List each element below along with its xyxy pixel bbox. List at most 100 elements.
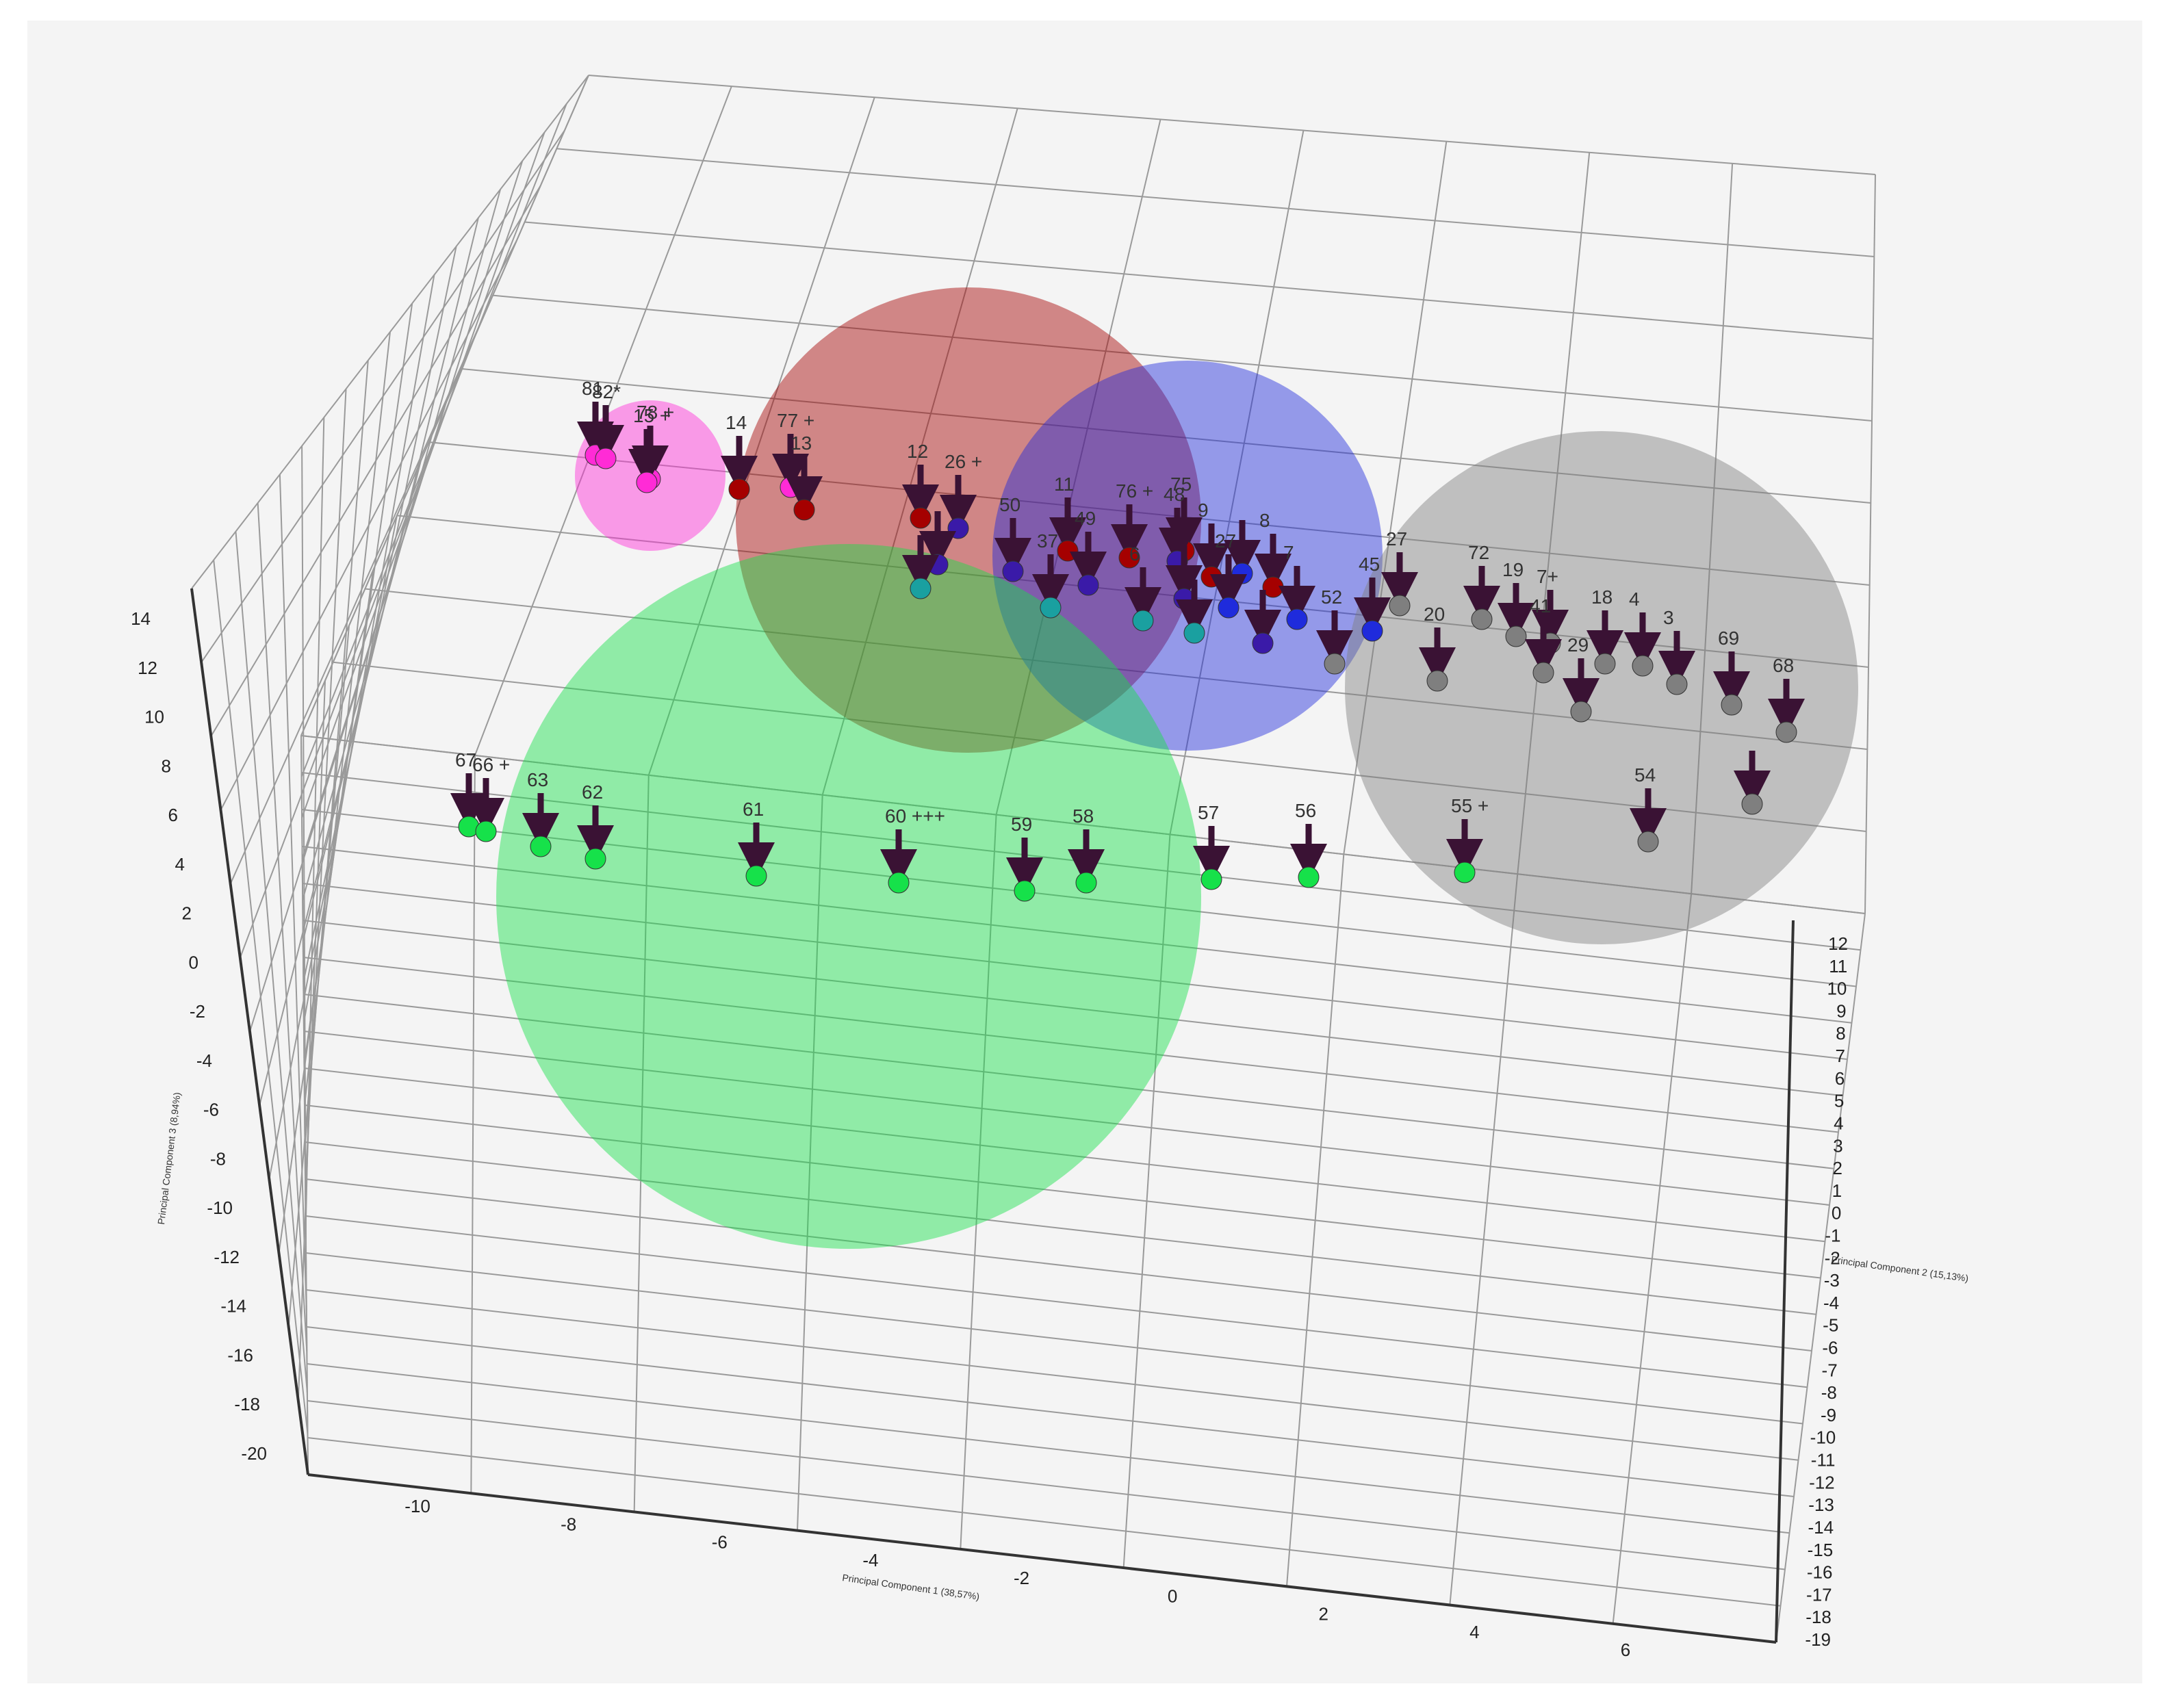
y-tick-label: -8 <box>1821 1382 1837 1403</box>
point-marker <box>947 517 969 539</box>
point-label: 82* <box>592 381 621 402</box>
point-marker <box>793 499 815 521</box>
z-tick-label: -18 <box>234 1394 260 1414</box>
point-label: 66 + <box>472 754 510 775</box>
point-label: 52 <box>1321 586 1342 608</box>
point-marker <box>1040 597 1062 619</box>
back-wall-grid-line <box>365 588 1868 750</box>
point-label: 13 <box>791 432 812 454</box>
y-tick-label: 4 <box>1834 1113 1843 1133</box>
floor-grid-line <box>303 920 1843 1097</box>
point-label: 4 <box>1629 588 1640 610</box>
x-tick-label: 6 <box>1621 1640 1630 1660</box>
y-axis-line <box>1775 920 1795 1643</box>
data-point: 27 <box>1210 530 1247 619</box>
point-marker <box>910 507 932 529</box>
side-wall-grid-line <box>229 295 493 885</box>
point-marker <box>530 836 552 857</box>
data-point: 61 <box>738 799 775 887</box>
point-marker <box>584 848 606 870</box>
y-tick-label: -14 <box>1808 1517 1834 1538</box>
y-tick-label: -3 <box>1824 1270 1840 1291</box>
floor-grid-line <box>302 883 1848 1060</box>
point-label: 55 + <box>1451 795 1489 816</box>
point-marker <box>1741 793 1763 815</box>
point-label: 68 <box>1773 655 1794 676</box>
point-label: 41 <box>1530 595 1551 617</box>
axis-ticks: 14121086420-2-4-6-8-10-12-14-16-18-20-10… <box>131 608 1848 1660</box>
point-marker <box>1057 540 1079 562</box>
z-tick-label: -14 <box>220 1296 246 1317</box>
floor-grid-line <box>470 755 476 1494</box>
point-label: 18 <box>1591 586 1613 608</box>
data-point <box>1244 590 1281 654</box>
data-point: 7 <box>1279 542 1315 630</box>
floor-grid-line <box>306 1289 1799 1461</box>
point-label: 69 <box>1718 627 1739 649</box>
y-tick-label: 10 <box>1827 979 1847 999</box>
x-tick-label: 0 <box>1168 1586 1177 1606</box>
point-label: 9 <box>1198 500 1209 521</box>
point-marker <box>1231 562 1253 584</box>
y-tick-label: 8 <box>1836 1023 1845 1044</box>
data-point: 14 <box>721 412 758 500</box>
data-point: 56 <box>1290 800 1327 888</box>
x-tick-label: -10 <box>404 1496 431 1516</box>
point-label: 63 <box>527 769 548 790</box>
data-point: 63 <box>522 769 559 857</box>
point-marker <box>1075 872 1097 894</box>
point-label: 6 <box>1129 543 1140 565</box>
point-marker <box>1632 655 1654 677</box>
point-label: 14 <box>725 412 747 433</box>
y-tick-label: -2 <box>1825 1247 1840 1268</box>
data-point: 58 <box>1068 805 1105 894</box>
point-marker <box>595 448 617 469</box>
point-label: 8 <box>1259 510 1270 531</box>
y-tick-label: -6 <box>1822 1338 1838 1358</box>
data-point: 54 <box>1630 764 1667 853</box>
back-wall-grid-line <box>588 75 1876 175</box>
side-wall-grid-line <box>210 185 541 737</box>
back-wall-grid-line <box>461 367 1871 504</box>
data-point: 60 +++ <box>880 805 945 894</box>
floor-grid-line <box>304 1104 1821 1279</box>
back-wall-grid-line <box>1517 152 1591 875</box>
y-tick-label: -18 <box>1806 1607 1832 1627</box>
side-wall-grid-line <box>278 570 374 1254</box>
point-label: 7+ <box>1537 566 1558 587</box>
x-tick-label: -6 <box>712 1532 728 1553</box>
point-marker <box>1505 625 1527 647</box>
side-wall-grid-line <box>191 75 589 589</box>
y-tick-label: -17 <box>1806 1584 1832 1605</box>
y-tick-label: -16 <box>1807 1562 1833 1583</box>
z-tick-label: -16 <box>227 1345 253 1365</box>
point-marker <box>927 554 949 575</box>
point-label: 60 +++ <box>885 805 945 827</box>
y-tick-label: 2 <box>1832 1158 1842 1178</box>
y-tick-label: 1 <box>1832 1180 1842 1201</box>
y-tick-label: 0 <box>1832 1203 1841 1224</box>
floor-grid-line <box>307 1400 1786 1570</box>
z-tick-label: 14 <box>131 608 151 629</box>
floor-grid-line <box>960 814 997 1549</box>
floor-grid-line <box>306 1326 1795 1497</box>
point-label: 59 <box>1011 814 1032 835</box>
floor-grid-line <box>1775 913 1866 1643</box>
point-marker <box>1218 597 1239 619</box>
point-label: 37 <box>1037 530 1058 552</box>
back-wall-grid-line <box>524 221 1873 339</box>
x-tick-label: -4 <box>862 1550 878 1570</box>
floor-grid-line <box>305 1141 1816 1315</box>
z-tick-label: 8 <box>162 755 171 776</box>
z-tick-label: 4 <box>175 854 185 875</box>
floor-grid-line <box>305 1252 1803 1425</box>
point-marker <box>745 865 767 887</box>
data-point: 4 <box>1624 588 1661 677</box>
point-label: 76 + <box>1116 480 1153 502</box>
data-point: 82* <box>587 381 624 469</box>
z-tick-label: -20 <box>241 1443 267 1464</box>
back-wall-grid-line <box>1691 163 1734 894</box>
point-marker <box>1775 721 1797 743</box>
side-wall-grid-line <box>300 735 309 1475</box>
y-tick-label: 11 <box>1829 956 1847 976</box>
